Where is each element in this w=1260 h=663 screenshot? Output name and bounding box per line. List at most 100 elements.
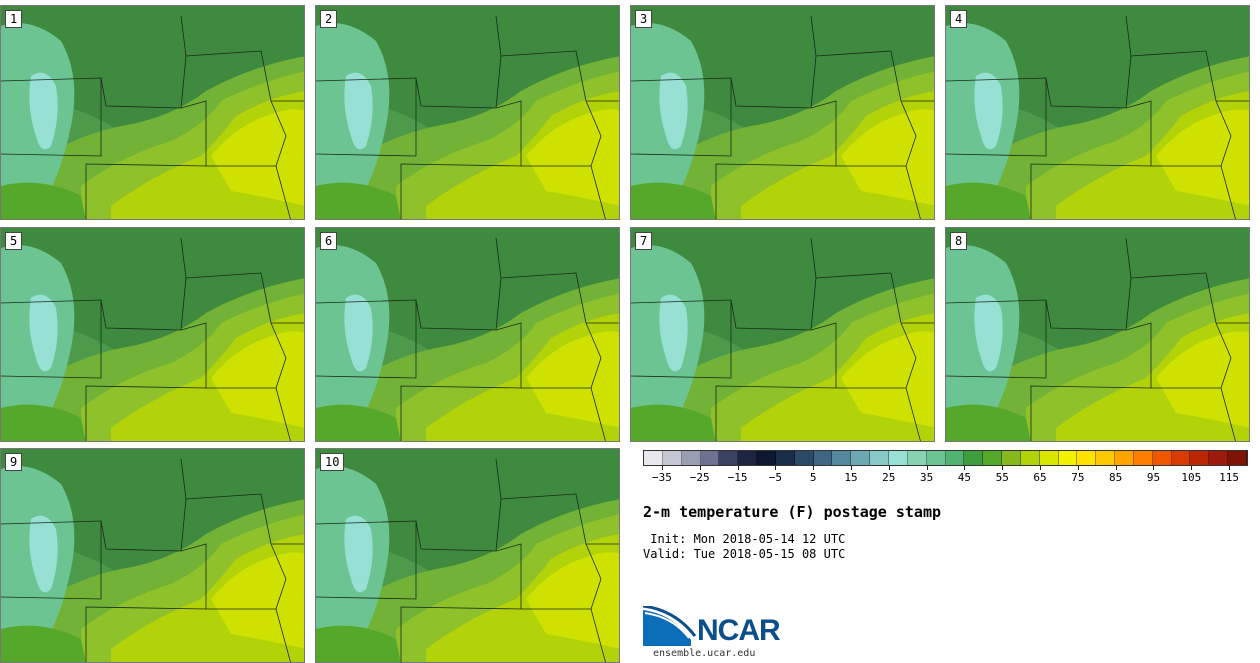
temperature-colorbar xyxy=(643,450,1248,466)
state-border xyxy=(500,50,619,102)
member-number-label: 3 xyxy=(635,10,653,28)
colorbar-tick xyxy=(888,466,890,470)
member-number-label: 2 xyxy=(320,10,338,28)
colorbar-swatch xyxy=(1020,451,1040,465)
member-number-label: 8 xyxy=(950,232,968,250)
colorbar-tick xyxy=(699,466,701,470)
state-border xyxy=(185,272,304,324)
site-url: ensemble.ucar.edu xyxy=(653,648,756,659)
colorbar-swatch xyxy=(832,451,852,465)
colorbar-ticks: −35 −25 −15 −5 5 15 25 35 45 55 65 75 85 95 105 115 xyxy=(643,466,1248,486)
temperature-region xyxy=(526,552,619,649)
temperature-region xyxy=(631,182,716,219)
temperature-map xyxy=(316,6,619,219)
colorbar-swatch xyxy=(681,451,701,465)
colorbar-swatch xyxy=(926,451,946,465)
colorbar-tick xyxy=(775,466,777,470)
temperature-region xyxy=(946,182,1031,219)
colorbar-swatch xyxy=(1133,451,1153,465)
colorbar-tick xyxy=(813,466,815,470)
state-border xyxy=(270,322,287,389)
colorbar-swatch xyxy=(851,451,871,465)
temperature-map xyxy=(631,228,934,441)
colorbar-tick-label: 85 xyxy=(1109,471,1123,484)
temperature-region xyxy=(29,515,58,593)
temperature-region xyxy=(344,72,373,150)
colorbar-swatch xyxy=(1152,451,1172,465)
member-number-label: 6 xyxy=(320,232,338,250)
colorbar-tick-label: 15 xyxy=(844,471,858,484)
temperature-region xyxy=(344,294,373,372)
state-border xyxy=(500,493,619,545)
ensemble-member-panel[interactable]: 4 xyxy=(945,5,1250,220)
temperature-region xyxy=(1156,331,1249,428)
colorbar-swatch xyxy=(662,451,682,465)
state-border xyxy=(316,277,502,331)
temperature-region xyxy=(211,109,304,206)
member-number-label: 1 xyxy=(5,10,23,28)
state-border xyxy=(946,277,1132,331)
colorbar-tick xyxy=(1040,466,1042,470)
temperature-map xyxy=(316,449,619,662)
ensemble-member-panel[interactable]: 5 xyxy=(0,227,305,442)
member-number-label: 5 xyxy=(5,232,23,250)
colorbar-tick xyxy=(1077,466,1079,470)
state-border xyxy=(631,55,817,109)
colorbar-swatch xyxy=(700,451,720,465)
state-border xyxy=(495,15,502,57)
colorbar-swatch xyxy=(1171,451,1191,465)
temperature-region xyxy=(29,294,58,372)
colorbar-swatch xyxy=(1228,451,1247,465)
ensemble-member-panel[interactable]: 7 xyxy=(630,227,935,442)
temperature-region xyxy=(344,515,373,593)
state-border xyxy=(1,300,102,379)
ensemble-member-panel[interactable]: 2 xyxy=(315,5,620,220)
colorbar-tick xyxy=(1229,466,1231,470)
state-border xyxy=(180,15,187,57)
ensemble-member-panel[interactable]: 8 xyxy=(945,227,1250,442)
temperature-region xyxy=(1,404,86,441)
temperature-region xyxy=(1,625,86,662)
ensemble-member-panel[interactable]: 9 xyxy=(0,448,305,663)
colorbar-tick-label: 25 xyxy=(882,471,896,484)
state-border xyxy=(946,55,1132,109)
state-border xyxy=(1,55,187,109)
state-border xyxy=(1130,272,1249,324)
temperature-region xyxy=(659,72,688,150)
state-border xyxy=(1,78,102,157)
state-border xyxy=(185,50,304,102)
temperature-map xyxy=(1,228,304,441)
state-border xyxy=(1215,322,1232,389)
state-border xyxy=(585,100,602,167)
colorbar-swatch xyxy=(1058,451,1078,465)
state-border xyxy=(815,272,934,324)
temperature-region xyxy=(631,404,716,441)
state-border xyxy=(1,277,187,331)
colorbar-tick xyxy=(737,466,739,470)
member-number-label: 7 xyxy=(635,232,653,250)
colorbar-tick-label: 45 xyxy=(957,471,972,484)
colorbar-swatch xyxy=(1115,451,1134,465)
colorbar-swatch xyxy=(1190,451,1210,465)
temperature-region xyxy=(526,109,619,206)
temperature-map xyxy=(631,6,934,219)
colorbar-tick-label: 5 xyxy=(809,471,817,484)
colorbar-tick xyxy=(661,466,663,470)
ensemble-member-panel[interactable]: 3 xyxy=(630,5,935,220)
temperature-region xyxy=(1156,109,1249,206)
colorbar-swatch xyxy=(964,451,984,465)
colorbar-tick-label: −25 xyxy=(689,471,710,484)
member-number-label: 9 xyxy=(5,453,23,471)
colorbar-swatch xyxy=(983,451,1003,465)
temperature-region xyxy=(974,294,1003,372)
temperature-region xyxy=(946,404,1031,441)
colorbar-tick-label: 35 xyxy=(919,471,934,484)
state-border xyxy=(1130,50,1249,102)
temperature-region xyxy=(841,331,934,428)
state-border xyxy=(1,498,187,552)
colorbar-swatch xyxy=(1002,451,1021,465)
ensemble-member-panel[interactable]: 1 xyxy=(0,5,305,220)
ensemble-member-panel[interactable]: 10 xyxy=(315,448,620,663)
state-border xyxy=(270,100,287,167)
ensemble-member-panel[interactable]: 6 xyxy=(315,227,620,442)
